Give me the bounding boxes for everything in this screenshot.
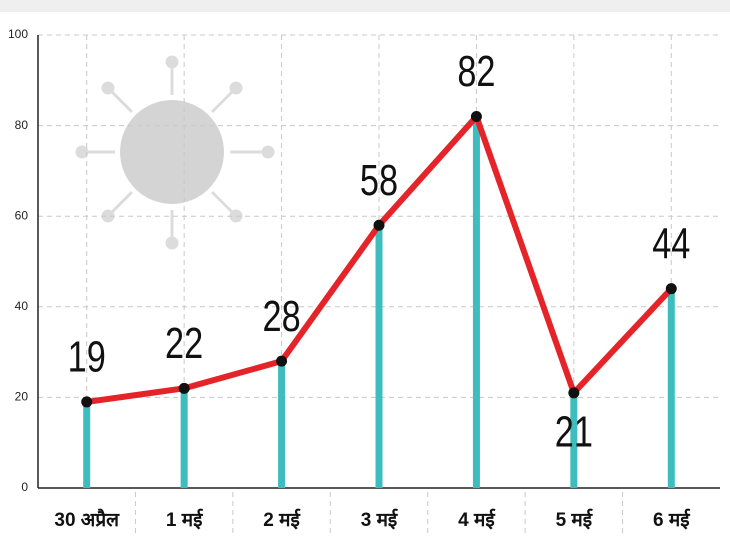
point bbox=[470, 111, 482, 123]
x-tick-label: 6 मई bbox=[653, 508, 691, 531]
y-tick-label: 20 bbox=[15, 390, 29, 404]
x-tick-label: 3 मई bbox=[361, 508, 399, 531]
x-tick-label: 5 मई bbox=[556, 508, 594, 531]
y-tick-label: 60 bbox=[15, 208, 29, 222]
value-label: 22 bbox=[165, 319, 203, 368]
x-tick-label: 1 मई bbox=[166, 508, 204, 531]
value-label: 82 bbox=[457, 47, 495, 96]
y-tick-label: 80 bbox=[15, 118, 29, 132]
point bbox=[81, 396, 93, 408]
value-label: 58 bbox=[360, 156, 398, 205]
value-label: 19 bbox=[68, 333, 106, 382]
value-label: 21 bbox=[555, 407, 593, 456]
point bbox=[568, 387, 580, 399]
point bbox=[276, 355, 288, 367]
top-band bbox=[0, 0, 730, 12]
x-tick-label: 4 मई bbox=[458, 508, 496, 531]
value-label: 28 bbox=[262, 292, 300, 341]
x-tick-label: 30 अप्रैल bbox=[54, 508, 120, 531]
value-label: 44 bbox=[652, 219, 690, 268]
y-tick-label: 0 bbox=[21, 480, 28, 494]
y-tick-label: 40 bbox=[15, 299, 29, 313]
x-tick-label: 2 मई bbox=[263, 508, 301, 531]
point bbox=[373, 219, 385, 231]
point bbox=[665, 283, 677, 295]
y-tick-label: 100 bbox=[8, 27, 28, 41]
virus-illustration bbox=[75, 55, 275, 250]
point bbox=[178, 382, 190, 394]
